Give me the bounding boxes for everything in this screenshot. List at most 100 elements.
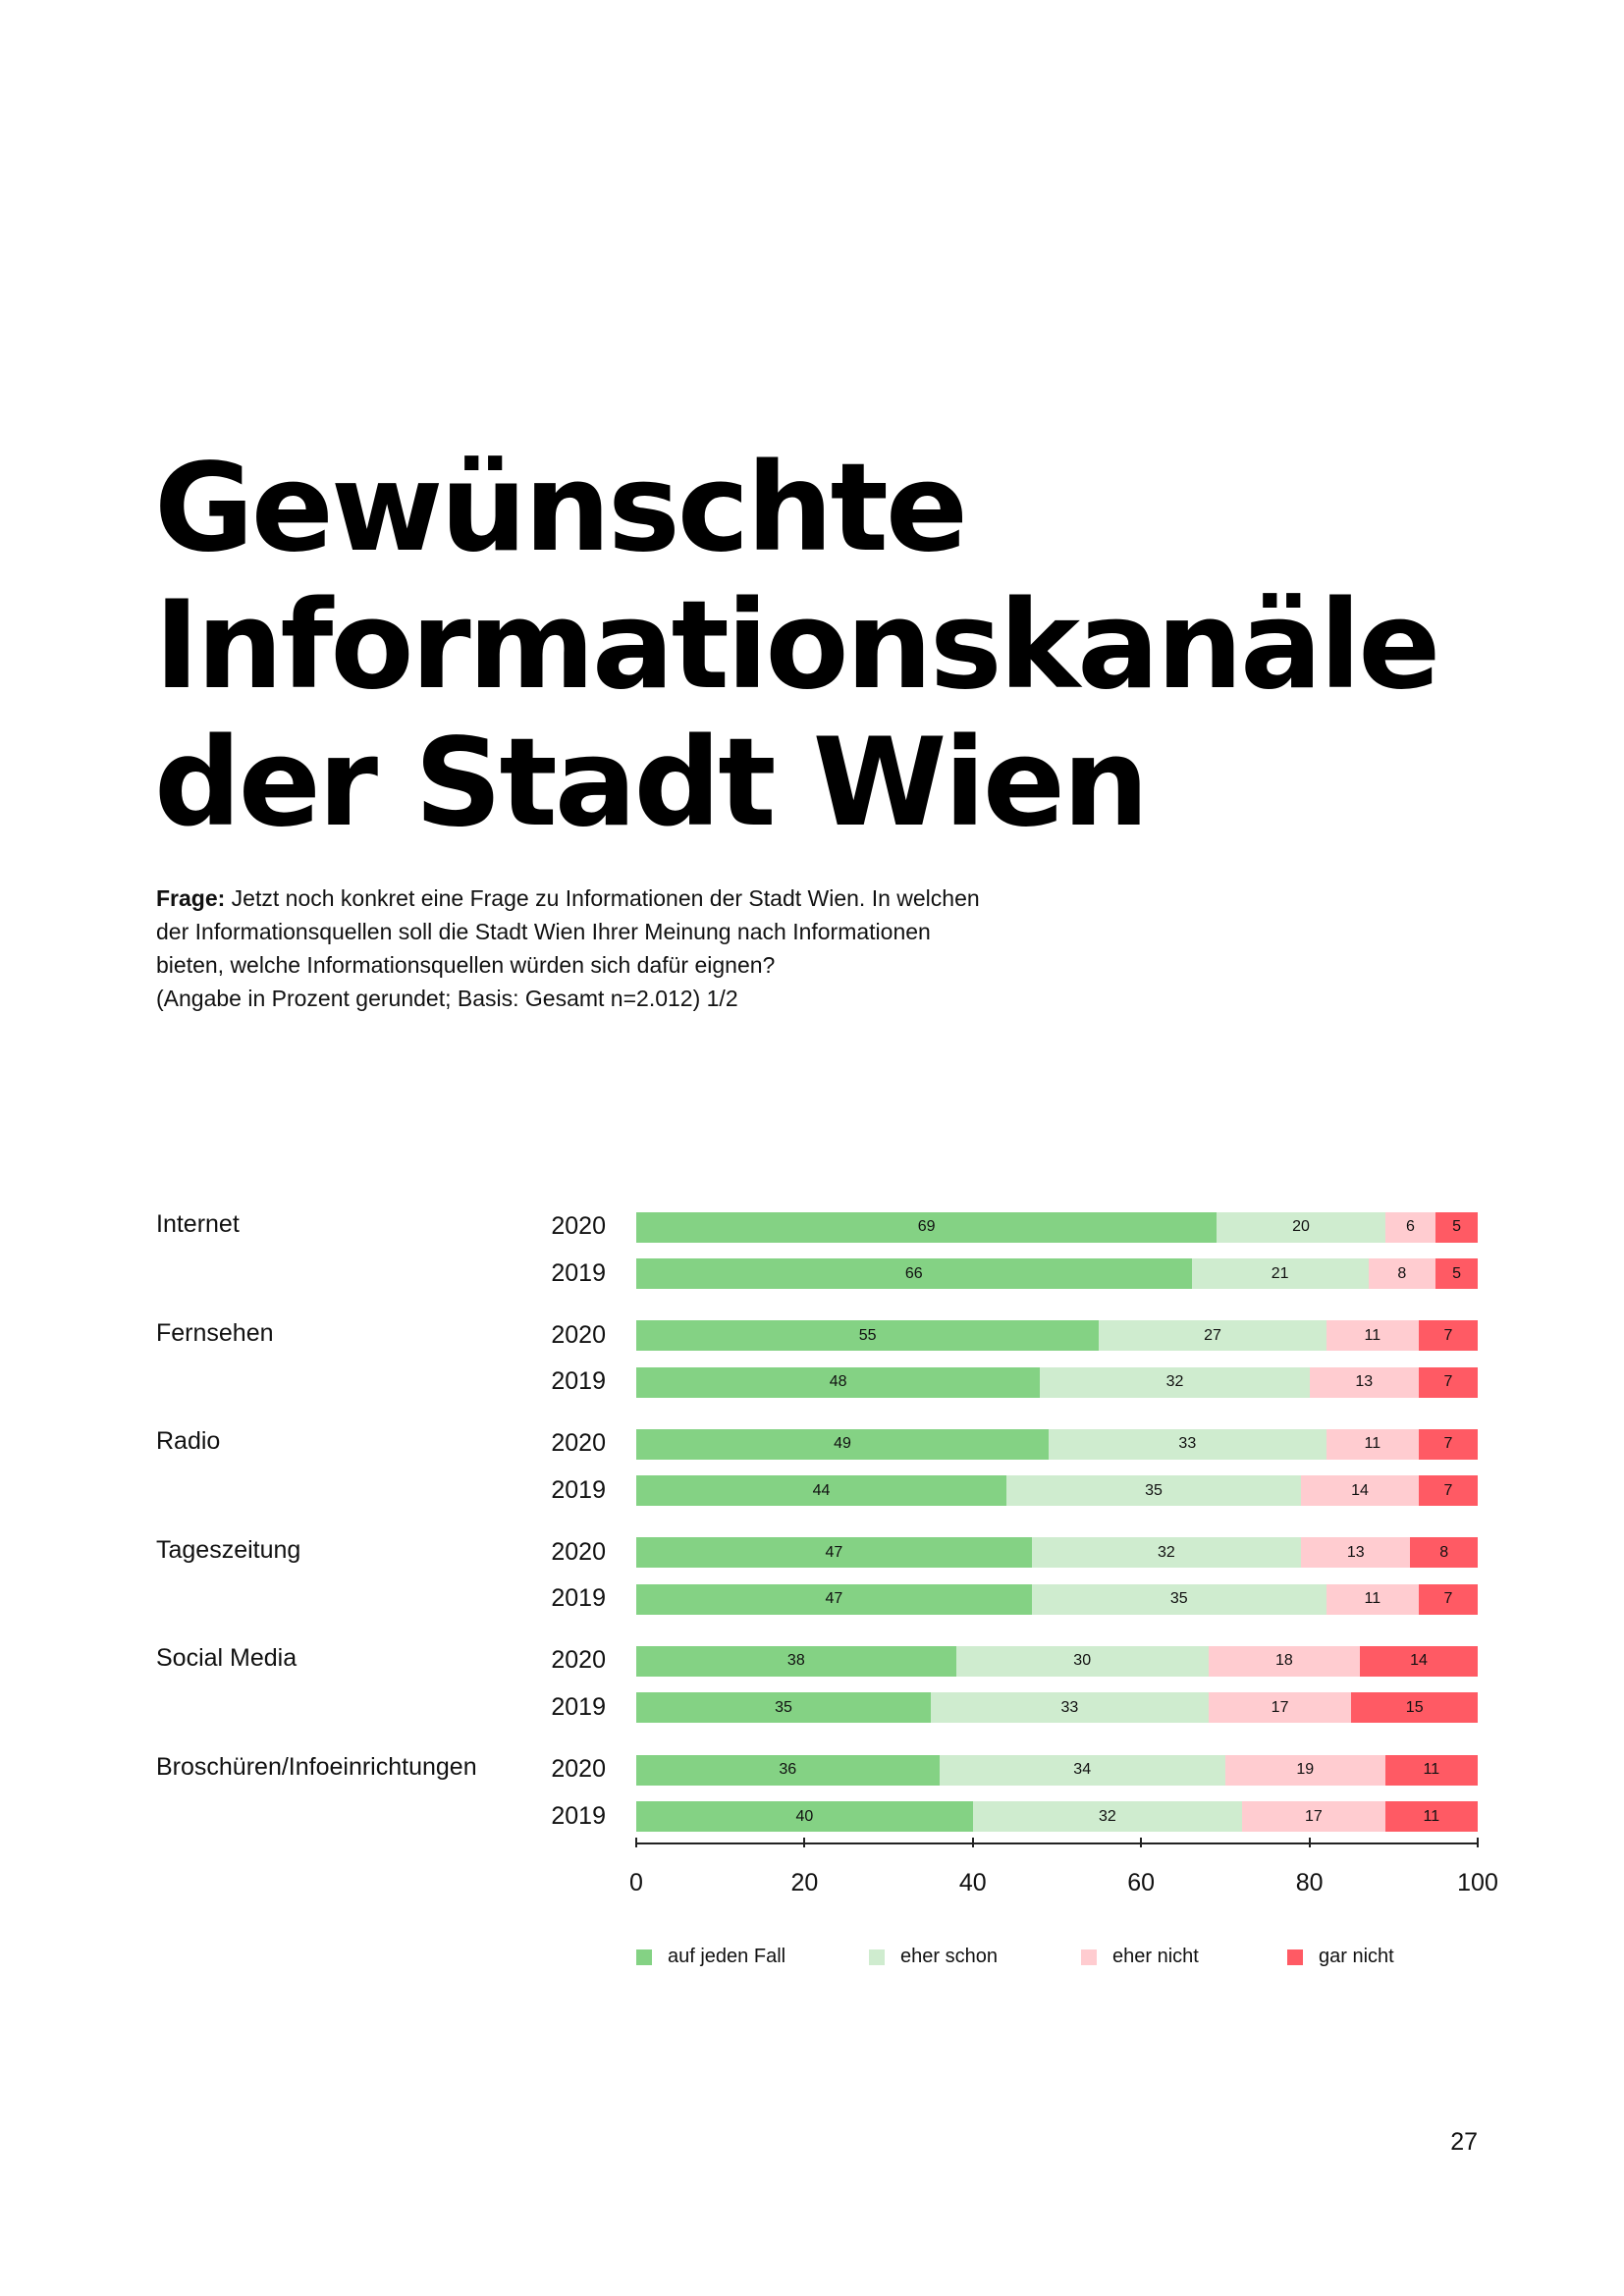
stacked-bar: 48 32 13 7	[636, 1366, 1478, 1398]
page-number: 27	[1450, 2128, 1478, 2156]
legend-label: eher nicht	[1112, 1946, 1199, 1967]
bar-segment-auf-jeden-Fall: 69	[636, 1211, 1218, 1243]
stacked-bar: 66 21 8 5	[636, 1258, 1478, 1289]
question-line: Jetzt noch konkret eine Frage zu Informa…	[225, 885, 980, 911]
year-label: 2019	[551, 1258, 606, 1287]
title-line: der Stadt Wien	[154, 713, 1149, 854]
bar-segment-auf-jeden-Fall: 40	[636, 1801, 973, 1832]
bar-segment-auf-jeden-Fall: 55	[636, 1320, 1100, 1352]
question-line: bieten, welche Informationsquellen würde…	[156, 952, 776, 978]
stacked-bar: 38 30 18 14	[636, 1645, 1478, 1677]
bar-segment-gar-nicht: 11	[1384, 1754, 1478, 1786]
bar-segment-gar-nicht: 8	[1410, 1537, 1478, 1569]
bar-segment-eher-schon: 32	[1031, 1537, 1302, 1569]
bar-segment-eher-schon: 35	[1006, 1475, 1302, 1507]
legend-item: eher schon	[869, 1946, 998, 1968]
stacked-bar: 47 32 13 8	[636, 1537, 1478, 1569]
category-label: Social Media	[156, 1644, 298, 1673]
legend-item: gar nicht	[1287, 1946, 1394, 1968]
bar-segment-eher-nicht: 18	[1208, 1645, 1360, 1677]
stacked-bar: 36 34 19 11	[636, 1754, 1478, 1786]
bar-segment-eher-nicht: 11	[1326, 1320, 1419, 1352]
bar-segment-eher-schon: 27	[1099, 1320, 1326, 1352]
year-label: 2020	[551, 1537, 606, 1566]
bar-segment-eher-nicht: 11	[1326, 1428, 1419, 1460]
bar-segment-eher-schon: 20	[1217, 1211, 1385, 1243]
year-label: 2019	[551, 1692, 606, 1721]
question-text: Frage: Jetzt noch konkret eine Frage zu …	[156, 881, 1040, 1015]
question-line: (Angabe in Prozent gerundet; Basis: Gesa…	[156, 986, 738, 1011]
stacked-bar: 69 20 6 5	[636, 1211, 1478, 1243]
bar-segment-eher-schon: 21	[1191, 1258, 1369, 1289]
x-tick-label: 20	[790, 1869, 819, 1896]
bar-segment-eher-nicht: 13	[1309, 1366, 1419, 1398]
bar-segment-eher-schon: 32	[1040, 1366, 1310, 1398]
category-label: Broschüren/Infoeinrichtungen	[156, 1753, 477, 1781]
year-label: 2020	[551, 1320, 606, 1349]
legend-item: eher nicht	[1081, 1946, 1199, 1968]
bar-segment-eher-nicht: 11	[1326, 1583, 1419, 1615]
bar-segment-eher-schon: 33	[1048, 1428, 1326, 1460]
bar-segment-eher-schon: 33	[930, 1692, 1209, 1724]
legend-swatch	[1287, 1949, 1303, 1965]
bar-segment-eher-schon: 34	[939, 1754, 1225, 1786]
x-axis-tick	[1140, 1838, 1143, 1847]
stacked-bar: 40 32 17 11	[636, 1801, 1478, 1832]
x-tick-label: 60	[1127, 1869, 1156, 1896]
bar-segment-auf-jeden-Fall: 48	[636, 1366, 1041, 1398]
category-label: Fernsehen	[156, 1318, 274, 1347]
legend-swatch	[869, 1949, 885, 1965]
x-axis-tick	[803, 1838, 806, 1847]
bar-segment-eher-schon: 35	[1031, 1583, 1326, 1615]
year-label: 2019	[551, 1367, 606, 1396]
question-line: der Informationsquellen soll die Stadt W…	[156, 919, 931, 944]
bar-segment-gar-nicht: 7	[1418, 1475, 1478, 1507]
stacked-bar: 55 27 11 7	[636, 1320, 1478, 1352]
bar-segment-auf-jeden-Fall: 49	[636, 1428, 1049, 1460]
bar-segment-gar-nicht: 14	[1360, 1645, 1478, 1677]
year-label: 2019	[551, 1475, 606, 1504]
x-axis-line	[636, 1842, 1478, 1844]
year-label: 2019	[551, 1801, 606, 1830]
bar-segment-gar-nicht: 5	[1435, 1211, 1478, 1243]
bar-segment-eher-schon: 30	[955, 1645, 1209, 1677]
x-tick-label: 0	[629, 1869, 643, 1896]
year-label: 2020	[551, 1755, 606, 1783]
category-label: Radio	[156, 1427, 221, 1456]
bar-segment-gar-nicht: 7	[1418, 1428, 1478, 1460]
question-label: Frage:	[156, 885, 226, 911]
legend-swatch	[1081, 1949, 1097, 1965]
x-axis-tick	[635, 1838, 637, 1847]
bar-segment-auf-jeden-Fall: 47	[636, 1537, 1032, 1569]
bar-segment-gar-nicht: 7	[1419, 1366, 1478, 1398]
bar-segment-auf-jeden-Fall: 36	[636, 1754, 940, 1786]
category-label: Tageszeitung	[156, 1535, 301, 1564]
year-label: 2020	[551, 1429, 606, 1458]
x-axis-tick	[1477, 1838, 1479, 1847]
bar-segment-eher-nicht: 14	[1301, 1475, 1419, 1507]
bar-segment-gar-nicht: 7	[1418, 1320, 1478, 1352]
bar-segment-eher-schon: 32	[972, 1801, 1243, 1832]
stacked-bar: 44 35 14 7	[636, 1475, 1478, 1507]
x-tick-label: 80	[1295, 1869, 1324, 1896]
bar-segment-eher-nicht: 13	[1301, 1537, 1411, 1569]
legend-label: auf jeden Fall	[668, 1946, 786, 1967]
year-label: 2020	[551, 1646, 606, 1675]
year-label: 2019	[551, 1584, 606, 1613]
bar-segment-eher-nicht: 17	[1208, 1692, 1352, 1724]
bar-segment-gar-nicht: 7	[1418, 1583, 1478, 1615]
x-tick-label: 40	[958, 1869, 987, 1896]
stacked-bar: 35 33 17 15	[636, 1692, 1478, 1724]
legend-swatch	[636, 1949, 652, 1965]
bar-segment-auf-jeden-Fall: 38	[636, 1645, 956, 1677]
x-axis-tick	[971, 1838, 974, 1847]
bar-segment-eher-nicht: 8	[1368, 1258, 1436, 1289]
category-label: Internet	[156, 1210, 240, 1238]
legend-label: gar nicht	[1319, 1946, 1394, 1967]
bar-segment-auf-jeden-Fall: 47	[636, 1583, 1032, 1615]
year-label: 2020	[551, 1212, 606, 1240]
bar-segment-gar-nicht: 15	[1351, 1692, 1478, 1724]
bar-segment-gar-nicht: 11	[1384, 1801, 1478, 1832]
legend-label: eher schon	[900, 1946, 998, 1967]
bar-segment-auf-jeden-Fall: 66	[636, 1258, 1192, 1289]
